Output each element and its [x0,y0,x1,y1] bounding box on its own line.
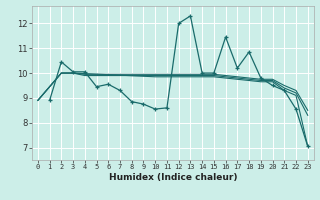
X-axis label: Humidex (Indice chaleur): Humidex (Indice chaleur) [108,173,237,182]
